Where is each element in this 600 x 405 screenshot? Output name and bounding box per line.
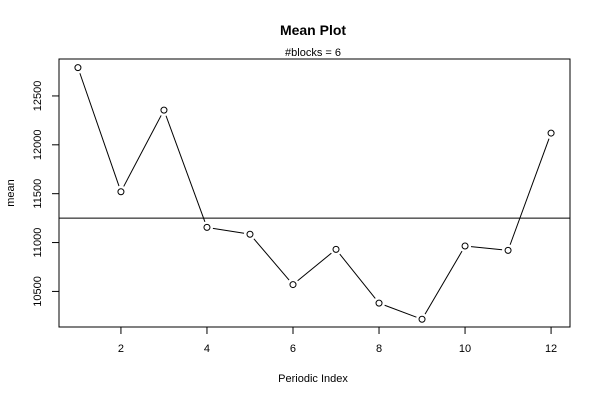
- plot-frame: [58, 58, 571, 328]
- x-tick-label: 8: [376, 343, 382, 355]
- x-axis-label: Periodic Index: [278, 373, 348, 385]
- x-tick-label: 2: [118, 343, 124, 355]
- data-point: [160, 106, 168, 114]
- series-line-segment: [297, 252, 332, 282]
- mean-series: [74, 64, 555, 323]
- chart-title: Mean Plot: [280, 22, 346, 38]
- series-line-segment: [384, 304, 417, 318]
- series-line-segment: [212, 227, 245, 234]
- y-tick-label: 11000: [32, 228, 44, 258]
- y-axis-label: mean: [5, 179, 17, 207]
- data-point: [117, 188, 125, 196]
- data-point: [375, 299, 383, 307]
- data-point: [289, 281, 297, 289]
- chart-subtitle: #blocks = 6: [285, 47, 341, 59]
- series-line-segment: [253, 238, 290, 281]
- data-point: [332, 245, 340, 253]
- series-line-segment: [165, 115, 206, 222]
- series-line-segment: [123, 115, 162, 187]
- x-tick-label: 4: [204, 343, 210, 355]
- data-point: [461, 242, 469, 250]
- series-line-segment: [339, 253, 376, 299]
- series-line-segment: [470, 246, 503, 251]
- y-axis: 10500 11000 11500 12000 12500: [32, 81, 59, 307]
- series-line-segment: [509, 138, 550, 245]
- y-tick-label: 12500: [32, 81, 44, 112]
- x-tick-label: 6: [290, 343, 296, 355]
- series-line-segment: [424, 250, 463, 315]
- data-point: [246, 230, 254, 238]
- x-tick-label: 12: [545, 343, 557, 355]
- y-tick-label: 11500: [32, 179, 44, 209]
- y-tick-label: 10500: [32, 276, 44, 307]
- x-axis: 2 4 6 8 10 12: [118, 327, 557, 355]
- data-point: [203, 223, 211, 231]
- series-line-segment: [79, 73, 120, 187]
- data-point: [547, 129, 555, 137]
- x-tick-label: 10: [459, 343, 471, 355]
- y-tick-label: 12000: [32, 130, 44, 161]
- data-point: [418, 315, 426, 323]
- data-point: [504, 246, 512, 254]
- data-point: [74, 64, 82, 72]
